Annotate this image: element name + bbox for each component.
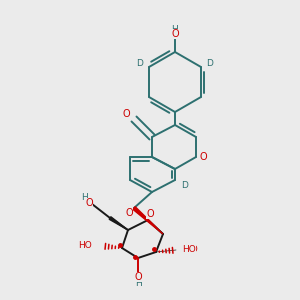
- Text: H: H: [172, 25, 178, 34]
- Text: HO: HO: [78, 242, 92, 250]
- Text: D: D: [206, 59, 213, 68]
- Text: D: D: [182, 181, 188, 190]
- Text: D: D: [136, 59, 143, 68]
- Text: O: O: [122, 109, 130, 119]
- Text: O: O: [171, 29, 179, 39]
- Text: O: O: [134, 272, 142, 282]
- Text: HO: HO: [184, 245, 198, 254]
- Polygon shape: [133, 207, 163, 234]
- Text: O: O: [85, 198, 93, 208]
- Polygon shape: [109, 217, 128, 230]
- Text: H: H: [135, 278, 141, 287]
- Text: O: O: [199, 152, 207, 162]
- Text: O: O: [125, 208, 133, 218]
- Text: H: H: [81, 194, 87, 202]
- Text: O: O: [146, 209, 154, 219]
- Text: HO: HO: [182, 244, 196, 253]
